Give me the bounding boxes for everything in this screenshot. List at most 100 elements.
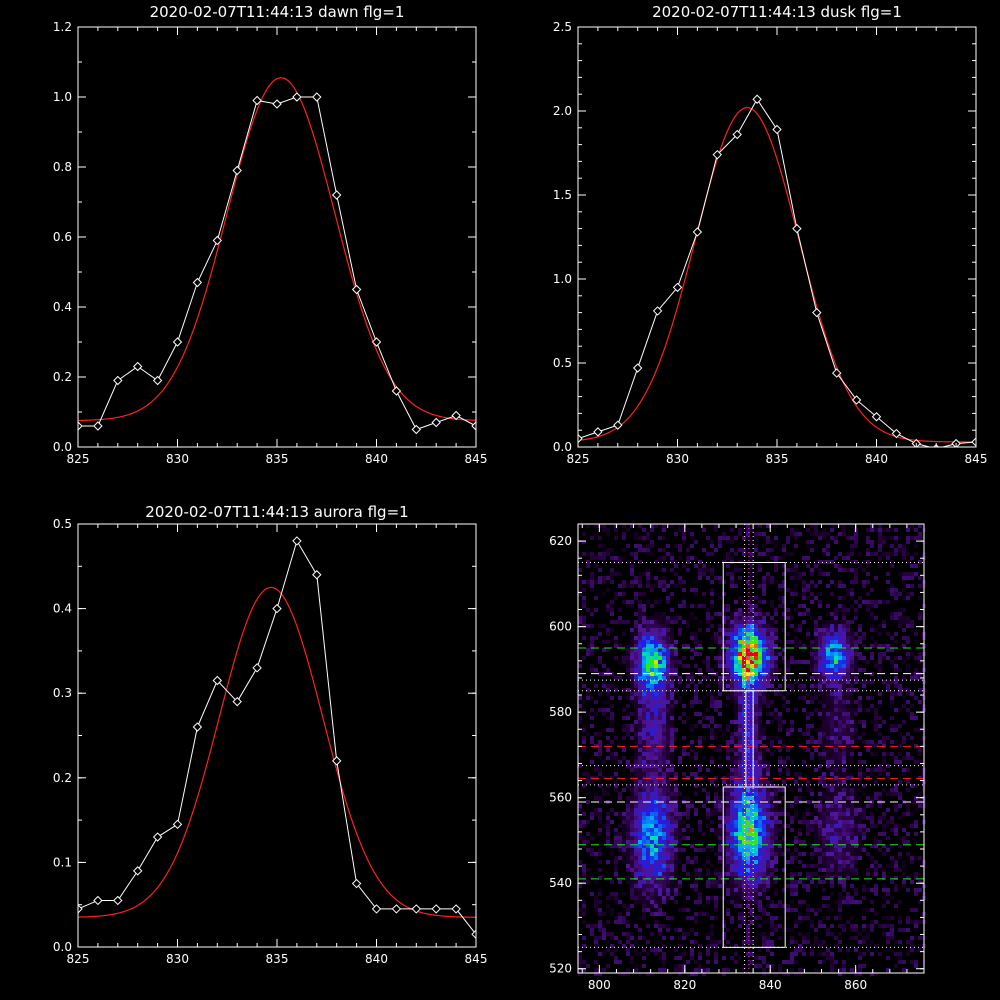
heatmap-pixel xyxy=(618,848,622,852)
heatmap-pixel xyxy=(746,844,750,848)
heatmap-pixel xyxy=(754,860,758,864)
dawn-clipped-marks xyxy=(78,77,476,435)
heatmap-pixel xyxy=(638,820,642,824)
heatmap-pixel xyxy=(758,864,762,868)
heatmap-pixel xyxy=(814,664,818,668)
heatmap-pixel xyxy=(634,872,638,876)
heatmap-pixel xyxy=(730,856,734,860)
heatmap-pixel xyxy=(746,716,750,720)
heatmap-pixel xyxy=(606,784,610,788)
heatmap-pixel xyxy=(618,676,622,680)
heatmap-pixel xyxy=(670,880,674,884)
heatmap-pixel xyxy=(754,800,758,804)
heatmap-pixel xyxy=(834,712,838,716)
heatmap-pixel xyxy=(742,768,746,772)
heatmap-pixel xyxy=(698,740,702,744)
heatmap-pixel xyxy=(850,856,854,860)
heatmap-pixel xyxy=(698,784,702,788)
heatmap-pixel xyxy=(634,880,638,884)
heatmap-pixel xyxy=(818,644,822,648)
heatmap-pixel xyxy=(650,812,654,816)
heatmap-pixel xyxy=(726,620,730,624)
heatmap-pixel xyxy=(838,620,842,624)
heatmap-pixel xyxy=(810,712,814,716)
heatmap-pixel xyxy=(626,824,630,828)
heatmap-pixel xyxy=(742,796,746,800)
heatmap-pixel xyxy=(850,660,854,664)
heatmap-pixel xyxy=(750,828,754,832)
heatmap-pixel xyxy=(774,828,778,832)
heatmap-pixel xyxy=(614,788,618,792)
heatmap-pixel xyxy=(914,656,918,660)
heatmap-pixel xyxy=(750,604,754,608)
heatmap-pixel xyxy=(842,656,846,660)
heatmap-pixel xyxy=(742,712,746,716)
heatmap-pixel xyxy=(666,888,670,892)
heatmap-pixel xyxy=(810,668,814,672)
heatmap-pixel xyxy=(774,620,778,624)
heatmap-pixel xyxy=(826,752,830,756)
heatmap-pixel xyxy=(910,860,914,864)
heatmap-pixel xyxy=(886,684,890,688)
heatmap-pixel xyxy=(638,584,642,588)
heatmap-pixel xyxy=(578,580,582,584)
heatmap-pixel xyxy=(850,628,854,632)
heatmap-pixel xyxy=(834,728,838,732)
heatmap-pixel xyxy=(682,540,686,544)
heatmap-pixel xyxy=(738,764,742,768)
heatmap-pixel xyxy=(918,584,922,588)
heatmap-pixel xyxy=(658,756,662,760)
heatmap-pixel xyxy=(694,880,698,884)
heatmap-pixel xyxy=(646,728,650,732)
heatmap-pixel xyxy=(590,580,594,584)
heatmap-pixel xyxy=(754,524,758,528)
heatmap-pixel xyxy=(898,572,902,576)
heatmap-pixel xyxy=(786,824,790,828)
heatmap-pixel xyxy=(850,588,854,592)
heatmap-pixel xyxy=(662,844,666,848)
heatmap-pixel xyxy=(658,752,662,756)
heatmap-pixel xyxy=(758,688,762,692)
heatmap-pixel xyxy=(754,700,758,704)
heatmap-pixel xyxy=(642,724,646,728)
heatmap-pixel xyxy=(898,668,902,672)
heatmap-pixel xyxy=(826,756,830,760)
heatmap-pixel xyxy=(866,660,870,664)
heatmap-pixel xyxy=(598,748,602,752)
heatmap-pixel xyxy=(830,748,834,752)
heatmap-pixel xyxy=(850,816,854,820)
heatmap-pixel xyxy=(902,860,906,864)
heatmap-pixel xyxy=(742,612,746,616)
heatmap-pixel xyxy=(830,736,834,740)
heatmap-pixel xyxy=(666,832,670,836)
heatmap-pixel xyxy=(722,788,726,792)
heatmap-pixel xyxy=(834,744,838,748)
heatmap-pixel xyxy=(754,572,758,576)
heatmap-pixel xyxy=(866,828,870,832)
heatmap-pixel xyxy=(742,884,746,888)
heatmap-pixel xyxy=(646,888,650,892)
heatmap-pixel xyxy=(838,720,842,724)
heatmap-pixel xyxy=(834,740,838,744)
heatmap-pixel xyxy=(634,592,638,596)
heatmap-pixel xyxy=(722,660,726,664)
heatmap-pixel xyxy=(594,564,598,568)
heatmap-pixel xyxy=(714,632,718,636)
heatmap-pixel xyxy=(886,848,890,852)
heatmap-pixel xyxy=(622,620,626,624)
heatmap-pixel xyxy=(838,856,842,860)
heatmap-pixel xyxy=(742,772,746,776)
heatmap-pixel xyxy=(622,592,626,596)
heatmap-pixel xyxy=(742,700,746,704)
heatmap-pixel xyxy=(778,740,782,744)
heatmap-pixel xyxy=(766,720,770,724)
heatmap-pixel xyxy=(650,692,654,696)
heatmap-pixel xyxy=(582,904,586,908)
heatmap-pixel xyxy=(890,644,894,648)
heatmap-pixel xyxy=(838,784,842,788)
heatmap-pixel xyxy=(826,560,830,564)
heatmap-pixel xyxy=(870,588,874,592)
heatmap-pixel xyxy=(810,880,814,884)
heatmap-pixel xyxy=(722,840,726,844)
heatmap-pixel xyxy=(722,624,726,628)
